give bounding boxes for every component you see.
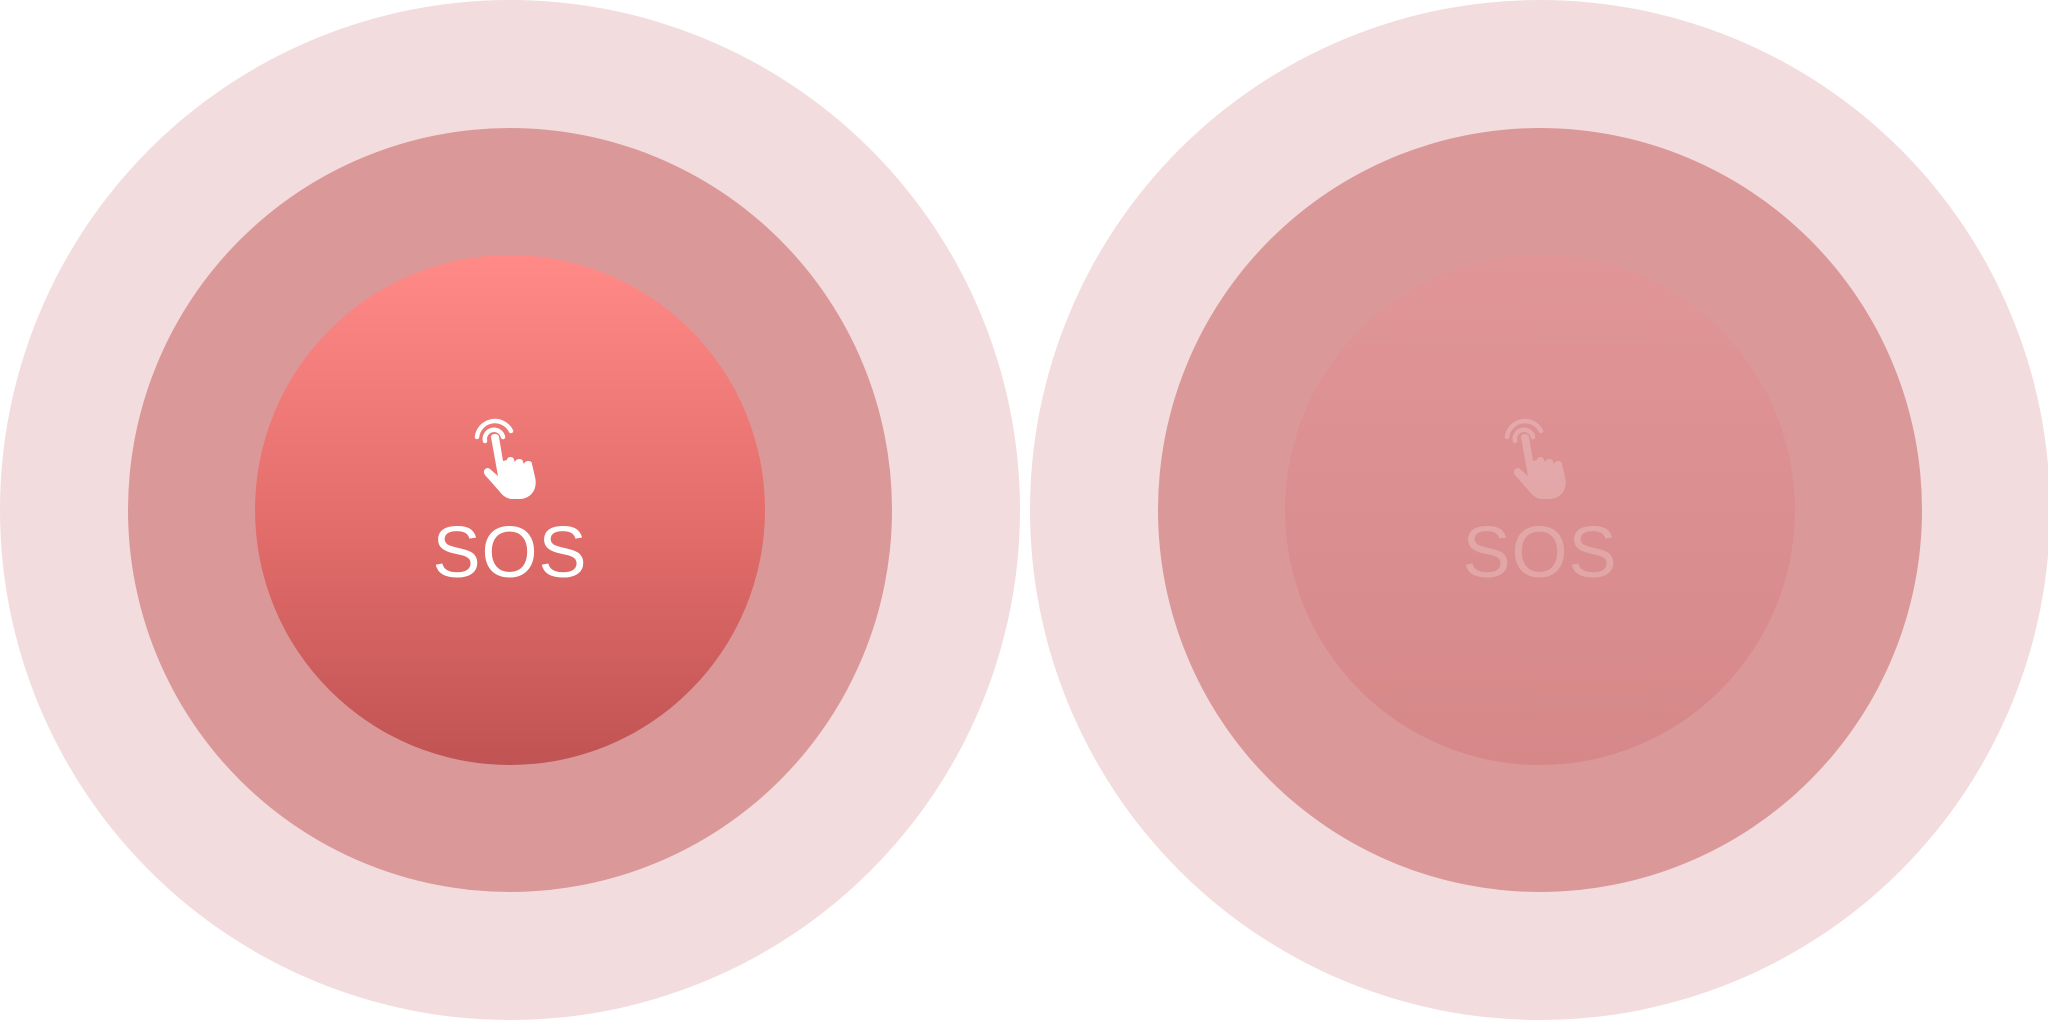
sos-widget-active: SOS xyxy=(0,0,1020,1020)
sos-widget-inactive: SOS xyxy=(1030,0,2048,1020)
sos-label: SOS xyxy=(1462,513,1618,593)
sos-button-content: SOS xyxy=(1285,255,1795,765)
tap-hand-icon xyxy=(1497,415,1583,501)
sos-button-content: SOS xyxy=(255,255,765,765)
tap-hand-icon xyxy=(467,415,553,501)
sos-label: SOS xyxy=(432,513,588,593)
sos-button-active[interactable]: SOS xyxy=(255,255,765,765)
sos-button-inactive[interactable]: SOS xyxy=(1285,255,1795,765)
